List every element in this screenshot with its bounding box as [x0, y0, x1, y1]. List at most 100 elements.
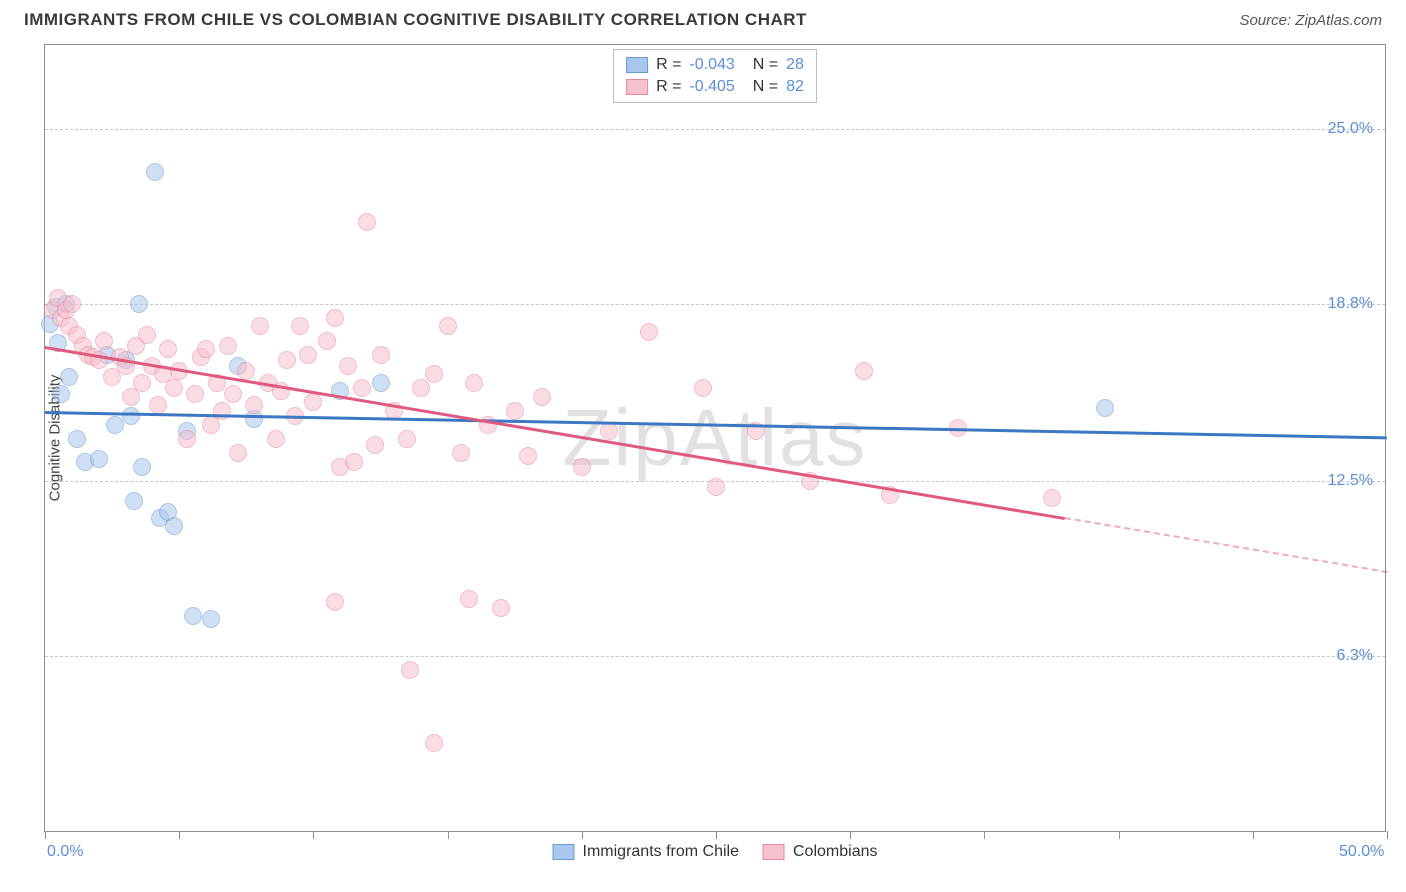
data-point: [267, 430, 285, 448]
data-point: [106, 416, 124, 434]
data-point: [694, 379, 712, 397]
data-point: [149, 396, 167, 414]
data-point: [345, 453, 363, 471]
data-point: [492, 599, 510, 617]
legend-label-chile: Immigrants from Chile: [583, 843, 739, 861]
legend-swatch-chile: [626, 57, 648, 73]
x-tick-label: 0.0%: [47, 843, 83, 861]
legend-item-colombians: Colombians: [763, 843, 877, 861]
data-point: [133, 374, 151, 392]
data-point: [573, 458, 591, 476]
y-tick-label: 25.0%: [1328, 120, 1373, 138]
chart-source: Source: ZipAtlas.com: [1239, 12, 1382, 29]
chart-plot-area: Cognitive Disability ZipAtlas R = -0.043…: [44, 44, 1386, 832]
legend-stats: R = -0.043 N = 28 R = -0.405 N = 82: [613, 49, 817, 103]
data-point: [184, 607, 202, 625]
legend-n-value-colombians: 82: [786, 78, 804, 96]
data-point: [245, 396, 263, 414]
data-point: [1096, 399, 1114, 417]
x-tick-mark: [179, 831, 180, 839]
x-tick-mark: [582, 831, 583, 839]
data-point: [519, 447, 537, 465]
data-point: [224, 385, 242, 403]
legend-stats-row: R = -0.043 N = 28: [626, 54, 804, 76]
data-point: [90, 450, 108, 468]
legend-swatch-colombians: [626, 79, 648, 95]
legend-r-value-colombians: -0.405: [689, 78, 734, 96]
data-point: [197, 340, 215, 358]
data-point: [425, 734, 443, 752]
data-point: [138, 326, 156, 344]
data-point: [855, 362, 873, 380]
legend-label-colombians: Colombians: [793, 843, 877, 861]
data-point: [425, 365, 443, 383]
data-point: [229, 444, 247, 462]
data-point: [219, 337, 237, 355]
data-point: [439, 317, 457, 335]
x-tick-mark: [448, 831, 449, 839]
data-point: [372, 346, 390, 364]
x-tick-mark: [1387, 831, 1388, 839]
data-point: [452, 444, 470, 462]
x-tick-mark: [313, 831, 314, 839]
data-point: [278, 351, 296, 369]
data-point: [372, 374, 390, 392]
y-tick-label: 6.3%: [1337, 647, 1373, 665]
y-tick-label: 12.5%: [1328, 472, 1373, 490]
data-point: [533, 388, 551, 406]
x-tick-mark: [984, 831, 985, 839]
data-point: [366, 436, 384, 454]
data-point: [465, 374, 483, 392]
legend-item-chile: Immigrants from Chile: [553, 843, 739, 861]
data-point: [159, 340, 177, 358]
x-tick-label: 50.0%: [1339, 843, 1384, 861]
data-point: [460, 590, 478, 608]
data-point: [398, 430, 416, 448]
x-tick-mark: [1253, 831, 1254, 839]
data-point: [60, 368, 78, 386]
data-point: [95, 332, 113, 350]
x-tick-mark: [1119, 831, 1120, 839]
data-point: [353, 379, 371, 397]
legend-r-label: R =: [656, 78, 681, 96]
legend-series: Immigrants from Chile Colombians: [553, 843, 878, 861]
data-point: [401, 661, 419, 679]
trend-line: [45, 346, 1065, 520]
data-point: [125, 492, 143, 510]
data-point: [165, 517, 183, 535]
data-point: [412, 379, 430, 397]
data-point: [640, 323, 658, 341]
data-point: [146, 163, 164, 181]
data-point: [326, 309, 344, 327]
data-point: [130, 295, 148, 313]
data-point: [506, 402, 524, 420]
x-tick-mark: [716, 831, 717, 839]
data-point: [339, 357, 357, 375]
legend-n-label: N =: [753, 56, 778, 74]
data-point: [251, 317, 269, 335]
gridline: [45, 129, 1385, 130]
legend-r-value-chile: -0.043: [689, 56, 734, 74]
data-point: [213, 402, 231, 420]
legend-swatch-colombians: [763, 844, 785, 860]
trend-line: [1065, 517, 1387, 573]
x-tick-mark: [850, 831, 851, 839]
data-point: [178, 430, 196, 448]
data-point: [165, 379, 183, 397]
gridline: [45, 656, 1385, 657]
data-point: [63, 295, 81, 313]
x-tick-mark: [45, 831, 46, 839]
data-point: [304, 393, 322, 411]
chart-title: IMMIGRANTS FROM CHILE VS COLOMBIAN COGNI…: [24, 10, 807, 30]
data-point: [326, 593, 344, 611]
legend-n-label: N =: [753, 78, 778, 96]
data-point: [358, 213, 376, 231]
y-tick-label: 18.8%: [1328, 295, 1373, 313]
data-point: [52, 385, 70, 403]
legend-n-value-chile: 28: [786, 56, 804, 74]
data-point: [299, 346, 317, 364]
data-point: [133, 458, 151, 476]
data-point: [707, 478, 725, 496]
gridline: [45, 304, 1385, 305]
data-point: [291, 317, 309, 335]
